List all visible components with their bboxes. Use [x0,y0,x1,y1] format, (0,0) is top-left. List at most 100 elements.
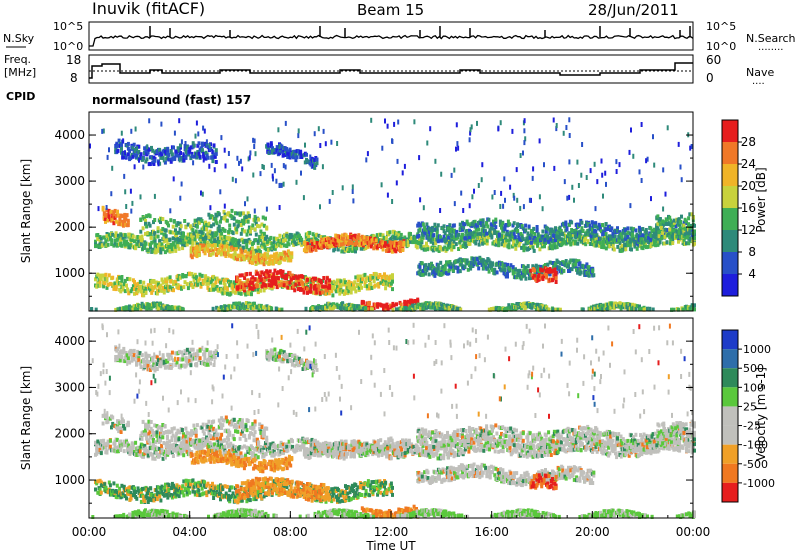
freq-trace [89,62,693,79]
power-cell [98,280,102,285]
power-cell [150,290,154,295]
power-cell [442,307,445,312]
power-cell [618,241,622,245]
power-cell [376,304,380,309]
power-cell [565,234,569,239]
power-cell [423,247,427,252]
power-cell [626,235,630,239]
power-cell [681,227,685,232]
power-cell [491,261,494,266]
power-cell [245,272,249,276]
power-cell [656,214,660,219]
power-cell [502,243,506,248]
nave-marker: .... [752,76,765,87]
power-cell [384,286,388,291]
power-cell [425,242,428,247]
power-cell [579,237,583,242]
power-cell [358,243,362,248]
power-cell [114,233,118,238]
power-cell [278,233,282,238]
power-cell [149,288,153,293]
power-cell [375,235,379,240]
power-cell [538,271,542,275]
power-cell [641,233,645,238]
power-cell [586,239,590,244]
power-cell [658,222,662,227]
power-cell [245,232,249,237]
power-cell [309,289,313,294]
power-cell [159,220,162,224]
power-cell [169,218,173,223]
power-cell [617,238,621,243]
power-cell [461,232,464,237]
power-cell [245,214,249,219]
power-cell [602,237,606,242]
power-cell [668,241,672,246]
power-cell [168,237,172,242]
power-cell [264,247,268,252]
power-cell [256,289,260,294]
power-cell [185,282,189,287]
power-cell [223,282,227,287]
power-cell [227,279,230,284]
power-cell [272,236,276,241]
power-cell [520,224,524,229]
power-cell [610,226,614,231]
power-cell [301,281,305,286]
power-cell [189,237,193,241]
power-cell [199,237,203,242]
power-cell [231,286,235,291]
power-cell [121,284,125,289]
power-cell [229,291,233,296]
power-cell [568,232,572,237]
power-cell [665,240,669,245]
power-cell [259,303,263,308]
power-cell [417,233,421,238]
power-cell [677,230,681,235]
power-cell [105,234,109,238]
power-cell [445,247,449,252]
power-cell [687,241,691,246]
power-cell [375,233,379,238]
power-cell [344,233,348,238]
power-cell [245,245,249,250]
power-cell [481,218,485,223]
power-cell [259,288,263,293]
power-cell [320,237,324,242]
power-cell [347,289,351,294]
power-cell [264,260,268,265]
power-cell [126,141,130,146]
power-cell [210,231,214,236]
power-cell [380,245,384,249]
power-cell [218,236,222,240]
power-cell [304,306,308,311]
power-cell [389,281,393,286]
power-cell [596,241,600,246]
power-cell [243,219,247,224]
power-cell [380,239,384,244]
power-cell [259,229,263,234]
power-cell [533,271,537,276]
power-cell [447,226,451,231]
power-cell [167,223,170,228]
power-cell [98,273,102,278]
power-cell [276,276,280,280]
power-cell [214,247,217,252]
power-cell [309,239,313,244]
power-cell [339,284,343,289]
power-cell [447,271,451,276]
power-cell [604,232,608,237]
power-cell [330,243,334,248]
power-cell [647,240,651,244]
power-cell [171,241,175,246]
power-cell [341,302,345,307]
power-cell [202,243,206,248]
power-cell [225,244,229,249]
power-cell [439,260,443,265]
power-cell [126,223,130,228]
power-cell [262,240,266,245]
power-cell [112,243,116,248]
power-cell [466,237,470,242]
power-cell [635,304,639,309]
